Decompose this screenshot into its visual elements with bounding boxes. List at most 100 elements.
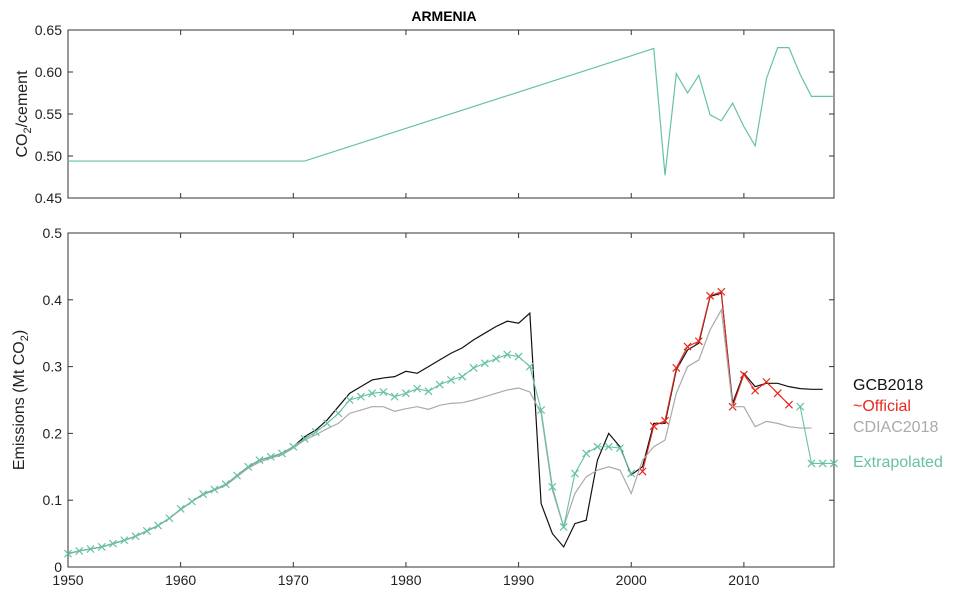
point-marker-extrapolated xyxy=(187,497,196,506)
series-line-cdiac2018 xyxy=(67,307,812,555)
point-marker-extrapolated xyxy=(796,402,805,411)
point-marker-extrapolated xyxy=(323,419,332,428)
series-series-0 xyxy=(68,47,834,176)
point-marker-extrapolated xyxy=(120,536,129,545)
point-marker-extrapolated xyxy=(401,389,410,398)
point-marker-extrapolated xyxy=(255,456,264,465)
point-marker-extrapolated xyxy=(345,395,354,405)
bottom-y-ticks: 0 0.1 0.2 0.3 0.4 0.5 xyxy=(43,225,834,575)
y-tick-label: 0.5 xyxy=(43,225,63,241)
point-marker-official xyxy=(762,377,771,386)
x-tick-label: 2000 xyxy=(616,572,647,588)
series-official xyxy=(638,287,793,476)
point-marker-extrapolated xyxy=(63,549,73,558)
point-marker-official xyxy=(661,416,670,425)
top-y-axis-label: CO2/cement xyxy=(14,70,34,158)
point-marker-extrapolated xyxy=(537,405,546,415)
point-marker-official xyxy=(751,386,760,395)
point-marker-extrapolated xyxy=(458,372,467,381)
point-marker-extrapolated xyxy=(75,546,84,555)
legend: GCB2018 ~Official CDIAC2018 Extrapolated xyxy=(853,377,943,471)
y-tick-label: 0.65 xyxy=(35,22,62,38)
point-marker-extrapolated xyxy=(503,350,512,359)
x-tick-label: 1980 xyxy=(390,572,421,588)
top-series-group xyxy=(68,47,834,176)
point-marker-extrapolated xyxy=(300,434,309,443)
top-y-axis-label-sub: 2 xyxy=(22,127,34,133)
y-tick-label: 0.50 xyxy=(35,148,62,164)
cement-ratio-panel: ARMENIA 0.45 0.50 0.55 0.60 0.65 CO2/cement xyxy=(14,8,835,206)
point-marker-extrapolated xyxy=(582,449,591,458)
point-marker-extrapolated xyxy=(807,459,816,468)
legend-entry-official: ~Official xyxy=(853,398,911,415)
point-marker-official xyxy=(773,389,782,398)
bottom-y-axis-label-sub: 2 xyxy=(19,335,31,341)
y-tick-label: 0.55 xyxy=(35,106,62,122)
series-extrapolated xyxy=(63,350,839,558)
point-marker-extrapolated xyxy=(210,485,219,494)
point-marker-extrapolated xyxy=(199,490,208,499)
y-tick-label: 0.60 xyxy=(35,64,62,80)
point-marker-extrapolated xyxy=(480,359,489,368)
point-marker-extrapolated xyxy=(244,462,253,471)
point-marker-extrapolated xyxy=(176,504,185,513)
x-tick-label: 2010 xyxy=(728,572,759,588)
bottom-y-axis-label: Emissions (Mt CO2) xyxy=(11,330,31,470)
point-marker-extrapolated xyxy=(109,539,118,548)
point-marker-official xyxy=(706,291,715,300)
point-marker-extrapolated xyxy=(829,459,839,468)
series-cdiac2018 xyxy=(67,307,812,555)
point-marker-extrapolated xyxy=(514,352,523,361)
series-line-extrapolated xyxy=(799,406,834,465)
point-marker-extrapolated xyxy=(131,532,140,541)
bottom-y-axis-label-main: Emissions (Mt CO xyxy=(11,341,28,470)
point-marker-extrapolated xyxy=(435,380,444,389)
point-marker-extrapolated xyxy=(469,363,478,372)
point-marker-extrapolated xyxy=(368,389,377,398)
bottom-y-axis-label-close: ) xyxy=(11,330,28,335)
point-marker-extrapolated xyxy=(379,387,388,397)
point-marker-extrapolated xyxy=(413,384,422,393)
point-marker-extrapolated xyxy=(627,469,636,478)
point-marker-extrapolated xyxy=(154,521,163,530)
point-marker-extrapolated xyxy=(165,514,174,523)
point-marker-extrapolated xyxy=(424,387,433,396)
point-marker-extrapolated xyxy=(559,522,568,531)
point-marker-extrapolated xyxy=(97,542,106,551)
chart-title: ARMENIA xyxy=(411,8,476,24)
y-tick-label: 0.1 xyxy=(43,492,63,508)
bottom-x-ticks: 1950 1960 1970 1980 1990 2000 2010 xyxy=(52,233,760,588)
point-marker-extrapolated xyxy=(356,392,365,401)
point-marker-extrapolated xyxy=(446,375,456,384)
legend-entry-gcb2018: GCB2018 xyxy=(853,377,923,394)
point-marker-official xyxy=(784,400,793,409)
series-line-series-0 xyxy=(68,47,834,176)
point-marker-extrapolated xyxy=(232,471,241,480)
emissions-panel: 0 0.1 0.2 0.3 0.4 0.5 1950 1960 1970 1980 1990 200… xyxy=(11,225,839,588)
point-marker-extrapolated xyxy=(86,544,95,553)
y-tick-label: 0.4 xyxy=(43,292,63,308)
y-tick-label: 0 xyxy=(54,559,62,575)
point-marker-official xyxy=(694,337,703,346)
bottom-plot-frame xyxy=(67,232,835,568)
point-marker-official xyxy=(717,287,726,296)
point-marker-extrapolated xyxy=(278,449,287,458)
point-marker-extrapolated xyxy=(289,442,298,451)
x-tick-label: 1970 xyxy=(278,572,309,588)
bottom-series-group xyxy=(63,287,839,558)
point-marker-official xyxy=(683,342,692,351)
legend-entry-cdiac2018: CDIAC2018 xyxy=(853,419,938,436)
x-tick-label: 1950 xyxy=(52,572,83,588)
point-marker-extrapolated xyxy=(593,442,602,451)
legend-entry-extrapolated: Extrapolated xyxy=(853,454,943,471)
y-tick-label: 0.3 xyxy=(43,359,63,375)
point-marker-official xyxy=(739,370,748,379)
point-marker-extrapolated xyxy=(266,452,275,461)
y-tick-label: 0.2 xyxy=(43,425,63,441)
point-marker-extrapolated xyxy=(334,409,343,418)
x-tick-label: 1990 xyxy=(503,572,534,588)
point-marker-official xyxy=(649,422,658,431)
point-marker-extrapolated xyxy=(615,444,624,453)
point-marker-extrapolated xyxy=(221,480,230,489)
